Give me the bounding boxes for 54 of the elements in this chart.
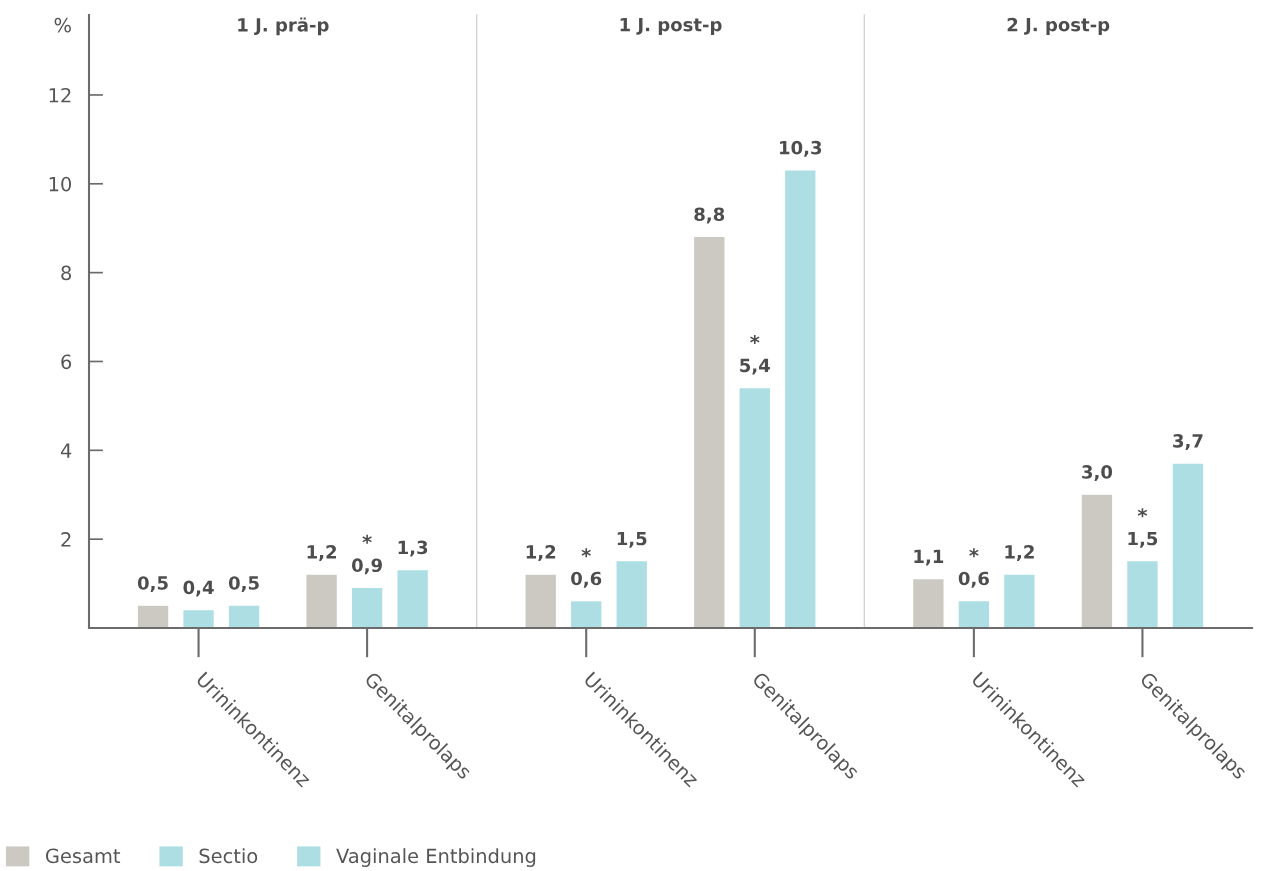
bar xyxy=(1004,574,1035,628)
bar xyxy=(351,588,383,628)
bar xyxy=(1172,463,1204,628)
data-label: 5,4 xyxy=(740,358,770,375)
bar xyxy=(1127,561,1158,628)
y-axis-title: % xyxy=(54,17,71,33)
y-tick-label: 2 xyxy=(61,532,71,547)
legend-label: Gesamt xyxy=(45,848,121,864)
bar xyxy=(306,574,337,628)
bar xyxy=(183,610,214,628)
legend-label: Vaginale Entbindung xyxy=(336,848,536,867)
y-tick-label: 4 xyxy=(60,443,72,458)
bar xyxy=(137,605,169,628)
bar xyxy=(785,170,816,628)
chart-title: 1 J. post-p xyxy=(620,18,722,35)
bar xyxy=(694,237,725,628)
bar xyxy=(958,601,990,628)
data-label: 1,1 xyxy=(914,549,944,566)
data-label: 1,3 xyxy=(398,540,428,557)
bar xyxy=(616,561,647,628)
bar xyxy=(571,601,602,628)
bar xyxy=(913,579,944,628)
chart-title: 2 J. post-p xyxy=(1007,17,1110,35)
bar xyxy=(525,574,556,628)
annotation: * xyxy=(581,548,591,558)
data-label: 1,2 xyxy=(307,545,337,562)
bar xyxy=(739,388,770,628)
y-tick-label: 12 xyxy=(49,87,71,103)
legend-label: Sectio xyxy=(199,848,258,864)
data-label: 10,3 xyxy=(780,140,822,157)
data-label: 3,0 xyxy=(1082,465,1113,482)
data-label: 0,9 xyxy=(351,558,382,575)
data-label: 3,7 xyxy=(1173,433,1203,450)
annotation: * xyxy=(362,534,372,544)
data-label: 0,4 xyxy=(183,580,214,597)
y-tick-label: 10 xyxy=(49,176,72,192)
annotation: * xyxy=(1137,508,1148,518)
data-label: 0,6 xyxy=(958,571,989,588)
y-tick-label: 6 xyxy=(61,354,72,370)
data-label: 0,6 xyxy=(571,571,602,588)
bar xyxy=(1081,494,1113,628)
data-label: 1,2 xyxy=(526,545,556,562)
data-label: 1,5 xyxy=(1128,531,1158,548)
bar xyxy=(228,605,260,628)
data-label: 1,5 xyxy=(617,531,647,548)
data-label: 1,2 xyxy=(1005,545,1034,562)
annotation: * xyxy=(750,334,760,344)
annotation: * xyxy=(969,548,979,558)
data-label: 8,8 xyxy=(694,207,725,224)
bar xyxy=(397,570,428,628)
data-label: 0,5 xyxy=(228,576,259,593)
data-label: 0,5 xyxy=(137,576,168,593)
y-tick-label: 8 xyxy=(61,265,71,281)
chart-title: 1 J. prä-p xyxy=(238,17,329,36)
